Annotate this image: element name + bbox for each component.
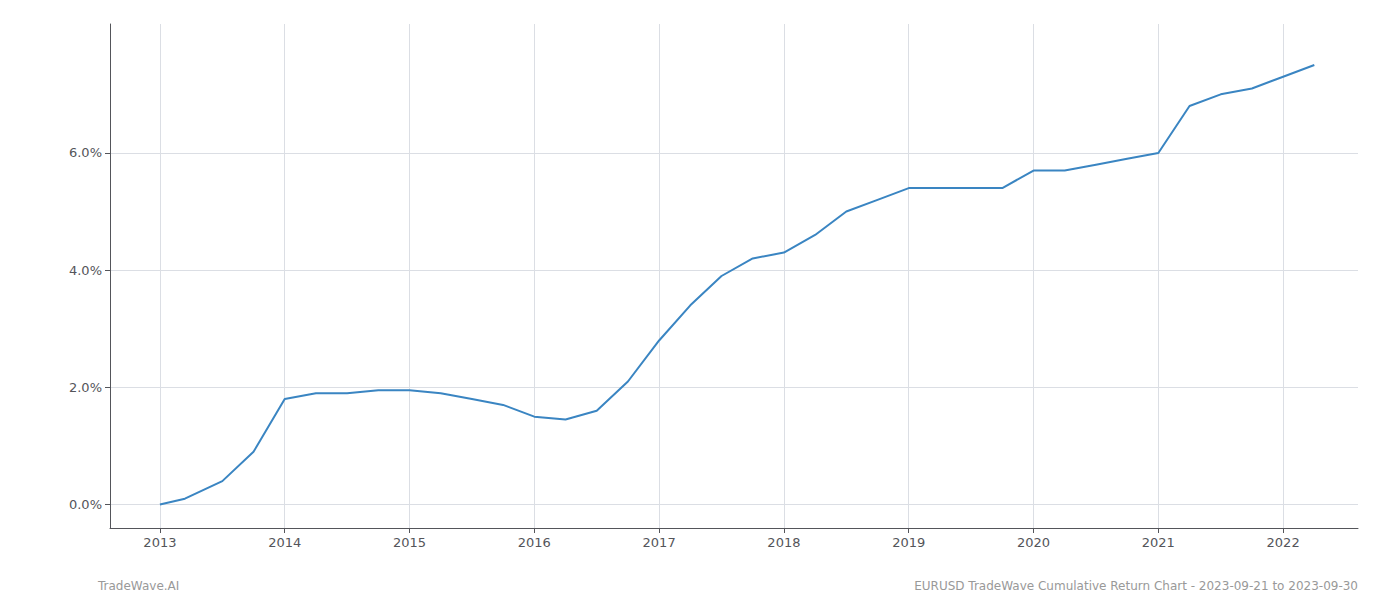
svg-text:EURUSD TradeWave Cumulative Re: EURUSD TradeWave Cumulative Return Chart… [914, 579, 1358, 593]
svg-text:TradeWave.AI: TradeWave.AI [97, 579, 179, 593]
svg-text:4.0%: 4.0% [69, 263, 102, 278]
svg-text:6.0%: 6.0% [69, 145, 102, 160]
svg-text:2018: 2018 [767, 535, 800, 550]
svg-text:2019: 2019 [892, 535, 925, 550]
svg-text:2022: 2022 [1267, 535, 1300, 550]
svg-text:2016: 2016 [518, 535, 551, 550]
svg-text:2015: 2015 [393, 535, 426, 550]
svg-text:2020: 2020 [1017, 535, 1050, 550]
svg-text:2021: 2021 [1142, 535, 1175, 550]
svg-text:2.0%: 2.0% [69, 380, 102, 395]
svg-text:2013: 2013 [143, 535, 176, 550]
svg-text:0.0%: 0.0% [69, 497, 102, 512]
svg-text:2017: 2017 [643, 535, 676, 550]
svg-text:2014: 2014 [268, 535, 301, 550]
